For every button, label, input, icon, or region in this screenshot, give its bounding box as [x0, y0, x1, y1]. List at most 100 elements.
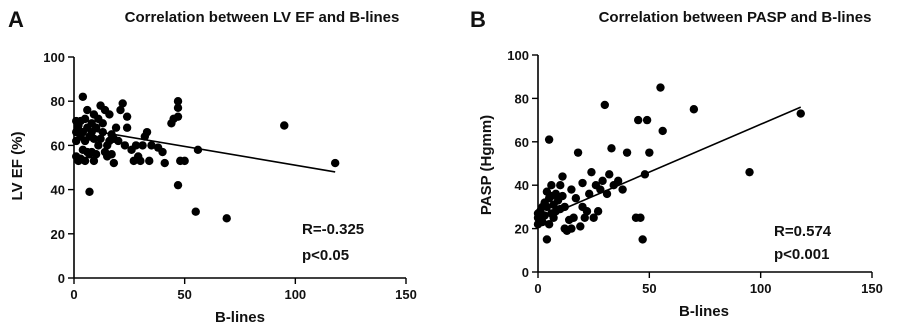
data-point	[600, 100, 609, 110]
data-point	[173, 112, 183, 121]
data-point	[80, 156, 90, 166]
data-point	[542, 235, 552, 244]
y-tick-label: 40	[51, 183, 65, 198]
data-point	[85, 187, 94, 197]
data-point	[589, 213, 598, 222]
y-axis-label: PASP (Hgmm)	[478, 115, 495, 215]
data-point	[80, 114, 90, 124]
data-point	[118, 99, 127, 108]
data-point	[636, 213, 645, 222]
data-point	[89, 134, 99, 143]
y-tick-label: 40	[515, 178, 529, 193]
y-tick-label: 80	[515, 91, 529, 106]
x-tick-label: 150	[395, 287, 417, 302]
data-point	[538, 217, 547, 227]
data-point	[173, 180, 183, 190]
data-point	[578, 178, 587, 188]
data-point	[540, 211, 549, 220]
data-point	[330, 158, 340, 168]
chart-title: Correlation between PASP and B-lines	[599, 9, 872, 26]
data-point	[689, 105, 699, 114]
regression-line	[73, 126, 336, 173]
y-tick-label: 100	[507, 48, 529, 63]
y-tick-label: 80	[51, 94, 65, 109]
data-point	[147, 141, 156, 150]
data-point	[91, 150, 101, 159]
data-point	[98, 127, 107, 137]
data-point	[613, 176, 623, 186]
data-point	[222, 214, 231, 223]
data-point	[745, 167, 754, 177]
data-point	[585, 189, 594, 199]
y-tick-label: 100	[43, 50, 65, 65]
data-point	[598, 176, 607, 186]
panel-b: B Correlation between PASP and B-lines B…	[470, 7, 883, 320]
regression-line	[537, 106, 802, 221]
p-value: p<0.05	[302, 247, 349, 264]
correlation-coefficient: R=-0.325	[302, 221, 364, 238]
panel-a: A Correlation between LV EF and B-lines …	[8, 7, 417, 326]
data-point	[622, 148, 632, 157]
x-tick-label: 50	[177, 287, 191, 302]
data-point	[111, 123, 121, 132]
data-point	[556, 181, 565, 190]
data-point	[542, 202, 552, 212]
data-point	[642, 115, 652, 125]
data-point	[640, 170, 650, 179]
data-point	[191, 207, 200, 216]
data-point	[107, 150, 116, 159]
data-point	[605, 170, 614, 179]
data-point	[109, 158, 119, 168]
data-point	[91, 123, 101, 132]
data-point	[573, 148, 583, 157]
data-point	[160, 158, 169, 168]
data-point	[593, 207, 603, 216]
chart-title: Correlation between LV EF and B-lines	[125, 9, 400, 26]
x-tick-label: 0	[70, 287, 77, 302]
data-point	[83, 105, 92, 115]
data-point	[120, 141, 130, 150]
data-point	[658, 126, 667, 136]
data-point	[114, 136, 123, 146]
data-point	[549, 213, 558, 222]
data-point	[558, 191, 567, 201]
data-point	[131, 141, 141, 150]
data-point	[96, 134, 105, 143]
data-point	[193, 145, 203, 155]
x-tick-label: 100	[284, 287, 306, 302]
data-point	[582, 207, 592, 216]
y-axis-label: LV EF (%)	[9, 132, 26, 201]
correlation-coefficient: R=0.574	[774, 223, 832, 240]
data-point	[105, 110, 114, 119]
data-point	[602, 189, 612, 199]
data-point	[280, 121, 289, 130]
data-point	[645, 148, 654, 157]
panel-letter: B	[470, 7, 486, 32]
panel-letter: A	[8, 7, 24, 32]
y-tick-label: 60	[51, 138, 65, 153]
y-tick-label: 60	[515, 135, 529, 150]
data-point	[618, 185, 627, 194]
plot-area: 0 20 40 60 80 100 0 50 100 150	[507, 48, 883, 296]
y-tick-label: 0	[58, 271, 65, 286]
y-tick-label: 20	[515, 222, 529, 237]
data-point	[138, 141, 147, 150]
data-point	[158, 147, 167, 157]
data-point	[122, 123, 132, 132]
x-tick-label: 50	[642, 281, 656, 296]
x-tick-label: 100	[750, 281, 772, 296]
data-point	[560, 202, 569, 212]
data-point	[656, 83, 665, 92]
plot-area: 0 20 40 60 80 100 0 50 100 150	[43, 50, 417, 302]
x-tick-label: 0	[534, 281, 541, 296]
y-tick-label: 0	[522, 265, 529, 280]
data-point	[544, 135, 554, 144]
data-point	[173, 97, 183, 106]
data-point	[180, 156, 189, 166]
data-point	[796, 109, 805, 118]
data-point	[580, 213, 589, 222]
y-tick-label: 20	[51, 227, 65, 242]
x-tick-label: 150	[861, 281, 883, 296]
data-point	[567, 185, 576, 194]
data-point	[551, 189, 561, 199]
